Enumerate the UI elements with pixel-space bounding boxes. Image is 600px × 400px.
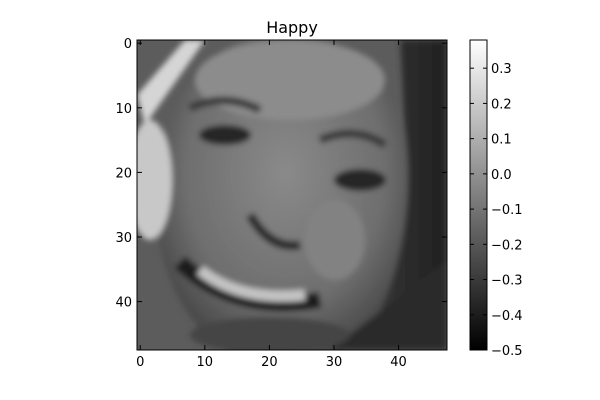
colorbar-tick-label: −0.1: [491, 203, 523, 218]
colorbar-tick-label: −0.2: [491, 238, 523, 253]
forehead: [195, 40, 385, 120]
right-eye: [334, 169, 386, 191]
right-hair: [360, 40, 447, 350]
face-image: [137, 40, 447, 350]
right-cheek: [305, 200, 365, 280]
y-tick-label: 40: [115, 296, 132, 311]
nose-shadow: [246, 212, 301, 251]
y-axis: 0 10 20 30 40: [115, 37, 447, 311]
x-tick-label: 30: [326, 355, 343, 370]
y-tick-label: 30: [115, 231, 132, 246]
hair-streak: [137, 40, 205, 125]
image-frame: [136, 39, 448, 351]
x-tick-label: 0: [136, 355, 144, 370]
colorbar-tick-label: 0.3: [491, 62, 512, 77]
colorbar-frame: [469, 39, 488, 351]
mouth-dark: [174, 256, 322, 312]
colorbar-tick-label: 0.2: [491, 97, 512, 112]
colorbar: 0.3 0.2 0.1 0.0 −0.1 −0.2 −0.3 −0.4 −0.5: [469, 39, 523, 359]
colorbar-tick-label: −0.3: [491, 274, 523, 289]
shadow-bottom-right: [330, 260, 447, 350]
chart-title: Happy: [266, 18, 318, 37]
chin: [190, 317, 350, 350]
y-tick-label: 10: [115, 102, 132, 117]
colorbar-tick-label: 0.1: [491, 133, 512, 148]
y-tick-label: 20: [115, 166, 132, 181]
y-tick-label: 0: [124, 37, 132, 52]
colorbar-ticks: 0.3 0.2 0.1 0.0 −0.1 −0.2 −0.3 −0.4 −0.5: [470, 62, 523, 359]
colorbar-tick-label: 0.0: [491, 168, 512, 183]
colorbar-gradient: [470, 40, 487, 350]
colorbar-tick-label: −0.5: [491, 344, 523, 359]
left-eye: [199, 125, 251, 145]
x-tick-label: 20: [261, 355, 278, 370]
x-tick-label: 40: [390, 355, 407, 370]
teeth: [196, 265, 306, 302]
left-highlight: [137, 120, 172, 240]
colorbar-tick-label: −0.4: [491, 309, 523, 324]
left-eyebrow: [188, 96, 262, 114]
right-eyebrow: [318, 129, 388, 149]
x-axis: 0 10 20 30 40: [136, 40, 407, 370]
x-tick-label: 10: [197, 355, 214, 370]
